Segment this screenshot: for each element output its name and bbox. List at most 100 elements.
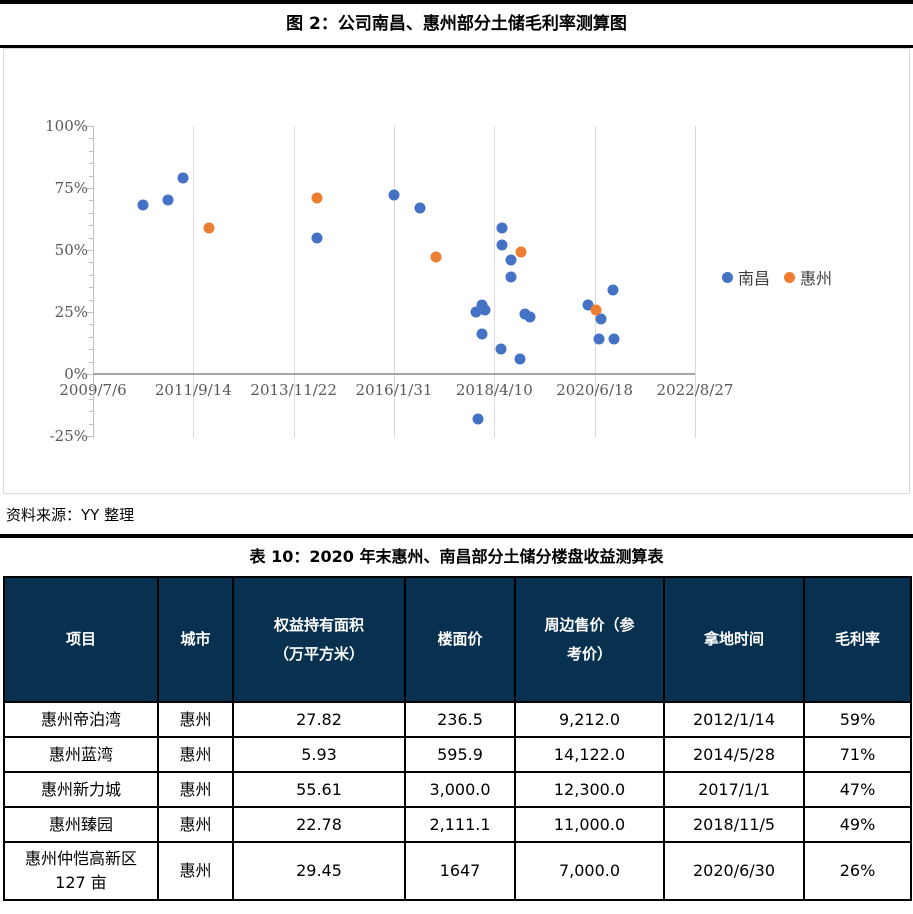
- data-point-nanchang: [608, 333, 620, 345]
- table-cell: 2017/1/1: [663, 771, 805, 808]
- y-axis-tick: [87, 188, 93, 189]
- source-note: 资料来源：YY 整理: [6, 505, 135, 524]
- table-cell: 595.9: [404, 736, 516, 773]
- table-cell: 47%: [803, 771, 912, 808]
- y-axis-tick: [87, 250, 93, 251]
- scatter-chart-panel: 南昌 惠州 2009/7/6 2011/9/14 2013/11/22 2016/1/3…: [3, 48, 910, 494]
- table-cell: 惠州: [157, 806, 234, 843]
- table-cell: 2020/6/30: [663, 841, 805, 901]
- figure-title: 图 2：公司南昌、惠州部分土储毛利率测算图: [286, 14, 627, 34]
- y-axis-tick: [89, 212, 93, 214]
- y-axis-tick: [89, 200, 93, 202]
- data-point-nanchang: [177, 172, 189, 184]
- y-axis-tick: [89, 336, 93, 338]
- table-cell: 22.78: [232, 806, 406, 843]
- y-axis-tick: [89, 411, 93, 413]
- y-axis-tick: [89, 287, 93, 289]
- chart-gridline: [293, 126, 295, 438]
- data-point-nanchang: [476, 328, 487, 340]
- data-point-nanchang: [479, 304, 491, 316]
- table-cell: 惠州帝泊湾: [3, 701, 159, 738]
- table-cell: 惠州: [157, 701, 234, 738]
- table-cell: 27.82: [232, 701, 406, 738]
- y-axis-tick: [89, 163, 93, 165]
- table-cell: 2,111.1: [404, 806, 516, 843]
- y-axis-tick: [87, 126, 93, 127]
- y-axis-line: [93, 126, 94, 438]
- table-cell: 7,000.0: [514, 841, 665, 901]
- data-point-nanchang: [162, 194, 174, 206]
- y-axis-tick: [89, 237, 93, 239]
- table-cell: 1647: [404, 841, 516, 901]
- table-cell: 11,000.0: [514, 806, 665, 843]
- table-cell: 惠州仲恺高新区 127 亩: [3, 841, 159, 901]
- data-point-nanchang: [505, 254, 517, 266]
- y-axis-tick: [89, 225, 93, 227]
- table-cell: 惠州臻园: [3, 806, 159, 843]
- table-header-cell: 拿地时间: [663, 576, 805, 703]
- table-cell: 236.5: [404, 701, 516, 738]
- data-point-nanchang: [388, 189, 400, 201]
- table-row: 惠州仲恺高新区 127 亩惠州 29.45 1647 7,000.0 2020/6/30…: [3, 841, 912, 901]
- top-divider: [0, 0, 913, 4]
- y-axis-tick: [87, 312, 93, 313]
- table-header-cell: 城市: [157, 576, 234, 703]
- y-axis-tick: [89, 299, 93, 301]
- table-divider: [0, 534, 913, 538]
- data-table: 项目 城市 权益持有面积 （万平方米） 楼面价 周边售价（参 考价） 拿地时间 毛利率 惠州…: [3, 576, 912, 901]
- data-point-nanchang: [496, 222, 508, 234]
- chart-gridline: [494, 126, 496, 438]
- table-header-cell: 权益持有面积 （万平方米）: [232, 576, 406, 703]
- table-title: 表 10：2020 年末惠州、南昌部分土储分楼盘收益测算表: [249, 547, 664, 566]
- data-point-nanchang: [414, 202, 426, 214]
- table-row: 惠州帝泊湾 惠州 27.82 236.5 9,212.0 2012/1/14 59%: [3, 701, 912, 738]
- data-point-nanchang: [505, 271, 517, 283]
- x-axis-tick-label: 2018/4/10: [455, 381, 533, 399]
- data-point-nanchang: [524, 311, 536, 323]
- data-point-nanchang: [582, 299, 594, 311]
- x-axis-tick-label: 2020/6/18: [556, 381, 634, 399]
- y-axis-tick-label: 100%: [45, 117, 88, 135]
- data-point-nanchang: [593, 333, 605, 345]
- table-cell: 12,300.0: [514, 771, 665, 808]
- legend-label: 惠州: [800, 269, 833, 288]
- legend-item-nanchang: 南昌: [722, 265, 770, 289]
- data-point-nanchang: [514, 353, 526, 365]
- legend-marker-icon: [784, 271, 796, 283]
- y-axis-tick: [89, 262, 93, 264]
- y-axis-tick-label: 75%: [54, 179, 88, 197]
- x-axis-tick-label: 2016/1/31: [355, 381, 433, 399]
- y-axis-tick: [89, 386, 93, 388]
- y-axis-tick: [89, 150, 93, 152]
- y-axis-tick: [89, 423, 93, 425]
- y-axis-tick: [87, 374, 93, 375]
- table-cell: 29.45: [232, 841, 406, 901]
- table-header-row: 项目 城市 权益持有面积 （万平方米） 楼面价 周边售价（参 考价） 拿地时间 毛利率: [3, 576, 912, 703]
- chart-gridline: [193, 126, 195, 438]
- x-axis-line: [93, 373, 695, 375]
- figure-title-divider: [0, 45, 913, 48]
- y-axis-tick: [89, 361, 93, 363]
- table-cell: 59%: [803, 701, 912, 738]
- table-header-cell: 项目: [3, 576, 159, 703]
- table-cell: 49%: [803, 806, 912, 843]
- table-cell: 9,212.0: [514, 701, 665, 738]
- y-axis-tick-label: -25%: [49, 427, 88, 445]
- data-point-huizhou: [203, 222, 215, 234]
- x-axis-tick-label: 2011/9/14: [154, 381, 232, 399]
- legend-marker-icon: [722, 271, 733, 283]
- data-point-nanchang: [595, 313, 607, 325]
- data-point-huizhou: [515, 246, 527, 258]
- x-axis-tick-label: 2022/8/27: [656, 381, 734, 399]
- x-axis-tick-label: 2013/11/22: [250, 381, 337, 399]
- chart-legend: 南昌 惠州: [722, 265, 832, 289]
- table-cell: 26%: [803, 841, 912, 901]
- table-cell: 55.61: [232, 771, 406, 808]
- data-point-nanchang: [495, 343, 507, 355]
- legend-label: 南昌: [738, 269, 771, 288]
- y-axis-tick-label: 25%: [54, 303, 88, 321]
- y-axis-tick: [89, 349, 93, 351]
- table-header-cell: 毛利率: [803, 576, 912, 703]
- table-cell: 惠州: [157, 771, 234, 808]
